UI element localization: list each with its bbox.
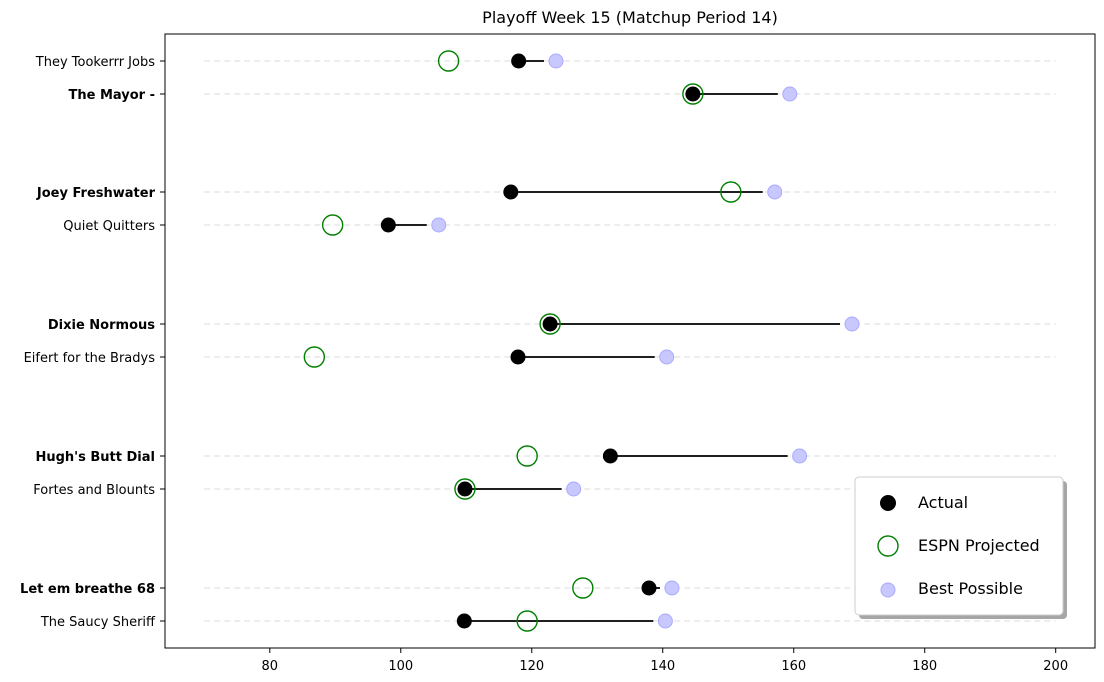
legend-projected-label: ESPN Projected xyxy=(918,536,1040,555)
y-tick-label: Let em breathe 68 xyxy=(20,582,155,597)
best-possible-point xyxy=(657,613,673,629)
actual-point xyxy=(456,613,472,629)
chart-title: Playoff Week 15 (Matchup Period 14) xyxy=(482,8,778,27)
legend-best-marker xyxy=(880,582,896,598)
plot-frame xyxy=(164,33,1096,649)
actual-point xyxy=(685,86,701,102)
legend-best-label: Best Possible xyxy=(918,579,1023,598)
espn-projected-point xyxy=(516,610,538,632)
x-tick-label: 200 xyxy=(1043,659,1068,674)
legend-actual-marker xyxy=(880,495,896,511)
y-tick-label: Quiet Quitters xyxy=(63,219,155,234)
actual-point xyxy=(542,316,558,332)
x-tick-label: 160 xyxy=(781,659,806,674)
y-tick-label: Eifert for the Bradys xyxy=(24,351,156,366)
y-tick-label: Fortes and Blounts xyxy=(33,483,155,498)
actual-point xyxy=(457,481,473,497)
espn-projected-point xyxy=(720,181,742,203)
espn-projected-point xyxy=(572,577,594,599)
y-tick-label: The Saucy Sheriff xyxy=(40,615,156,630)
legend-projected-marker xyxy=(877,535,899,557)
y-tick-label: Joey Freshwater xyxy=(36,186,156,201)
actual-point xyxy=(511,53,527,69)
actual-point xyxy=(510,349,526,365)
espn-projected-point xyxy=(321,214,344,236)
espn-projected-point xyxy=(454,478,476,500)
espn-projected-point xyxy=(539,313,561,335)
espn-projected-point xyxy=(437,50,460,72)
best-possible-point xyxy=(431,217,447,233)
best-possible-point xyxy=(782,86,798,102)
actual-point xyxy=(503,184,519,200)
best-possible-point xyxy=(844,316,860,332)
legend-box xyxy=(854,476,1064,616)
espn-projected-point xyxy=(682,83,704,105)
best-possible-point xyxy=(659,349,675,365)
x-tick-label: 100 xyxy=(388,659,413,674)
best-possible-point xyxy=(566,481,582,497)
x-tick-label: 120 xyxy=(519,659,544,674)
best-possible-point xyxy=(767,184,783,200)
axis-layer: They Tookerrr Jobs The Mayor - Joey Freshw… xyxy=(20,55,1068,674)
x-tick-label: 140 xyxy=(650,659,675,674)
legend: Actual ESPN Projected Best Possible xyxy=(854,476,1067,619)
espn-projected-point xyxy=(303,346,326,368)
actual-point xyxy=(641,580,657,596)
x-tick-label: 180 xyxy=(912,659,937,674)
best-possible-point xyxy=(548,53,564,69)
marks-layer xyxy=(303,50,860,632)
actual-point xyxy=(380,217,396,233)
actual-point xyxy=(602,448,618,464)
y-tick-label: Hugh's Butt Dial xyxy=(35,450,155,465)
best-possible-point xyxy=(664,580,680,596)
y-tick-label: They Tookerrr Jobs xyxy=(35,55,155,70)
y-tick-label: The Mayor - xyxy=(68,88,155,103)
x-tick-label: 80 xyxy=(262,659,279,674)
espn-projected-point xyxy=(516,445,538,467)
best-possible-point xyxy=(792,448,808,464)
legend-actual-label: Actual xyxy=(918,493,968,512)
y-tick-label: Dixie Normous xyxy=(48,318,155,333)
